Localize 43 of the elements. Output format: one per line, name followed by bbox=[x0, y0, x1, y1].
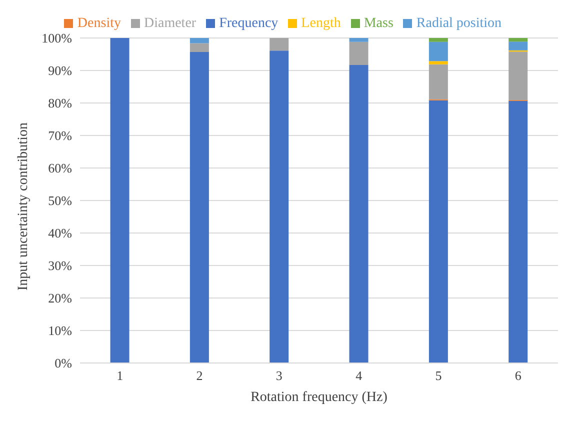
legend-label: Mass bbox=[364, 16, 394, 31]
y-tick-label: 0% bbox=[54, 356, 72, 371]
legend-label: Density bbox=[77, 16, 121, 31]
x-axis-title: Rotation frequency (Hz) bbox=[250, 390, 388, 405]
bar bbox=[349, 64, 368, 363]
x-tick-label: 1 bbox=[116, 368, 124, 384]
y-tick-label: 100% bbox=[42, 30, 72, 46]
bar bbox=[110, 38, 130, 363]
y-tick-label: 60% bbox=[48, 160, 72, 176]
bar bbox=[508, 42, 528, 50]
bar bbox=[190, 38, 209, 44]
bar bbox=[508, 101, 528, 363]
bar bbox=[428, 61, 448, 64]
y-tick-label: 70% bbox=[48, 128, 72, 144]
bar bbox=[270, 38, 289, 51]
x-tick-label: 5 bbox=[435, 368, 442, 384]
x-tick-label: 3 bbox=[276, 368, 282, 384]
y-tick-label: 40% bbox=[48, 226, 72, 241]
bar bbox=[428, 100, 448, 363]
bar bbox=[428, 64, 448, 100]
y-tick-label: 50% bbox=[48, 193, 72, 208]
x-tick-label: 6 bbox=[514, 368, 522, 384]
y-tick-label: 80% bbox=[48, 96, 72, 111]
bar bbox=[428, 42, 448, 62]
x-tick-label: 2 bbox=[196, 368, 203, 384]
legend-label: Length bbox=[301, 16, 341, 31]
x-tick-label: 4 bbox=[356, 368, 363, 384]
bar bbox=[508, 38, 528, 42]
bar bbox=[190, 52, 209, 363]
y-tick-label: 30% bbox=[48, 258, 72, 274]
bar bbox=[349, 38, 368, 42]
bar bbox=[190, 43, 209, 52]
bar bbox=[270, 50, 289, 363]
legend-label: Diameter bbox=[144, 16, 196, 31]
bar bbox=[428, 38, 448, 42]
y-tick-label: 10% bbox=[48, 323, 72, 338]
legend-label: Frequency bbox=[219, 16, 278, 31]
y-tick-label: 90% bbox=[48, 63, 72, 78]
y-axis-title: Input uncertainty contribution bbox=[16, 122, 31, 290]
legend-label: Radial position bbox=[416, 16, 502, 31]
y-tick-label: 20% bbox=[48, 290, 72, 306]
bar bbox=[508, 52, 528, 100]
bar bbox=[349, 42, 368, 65]
